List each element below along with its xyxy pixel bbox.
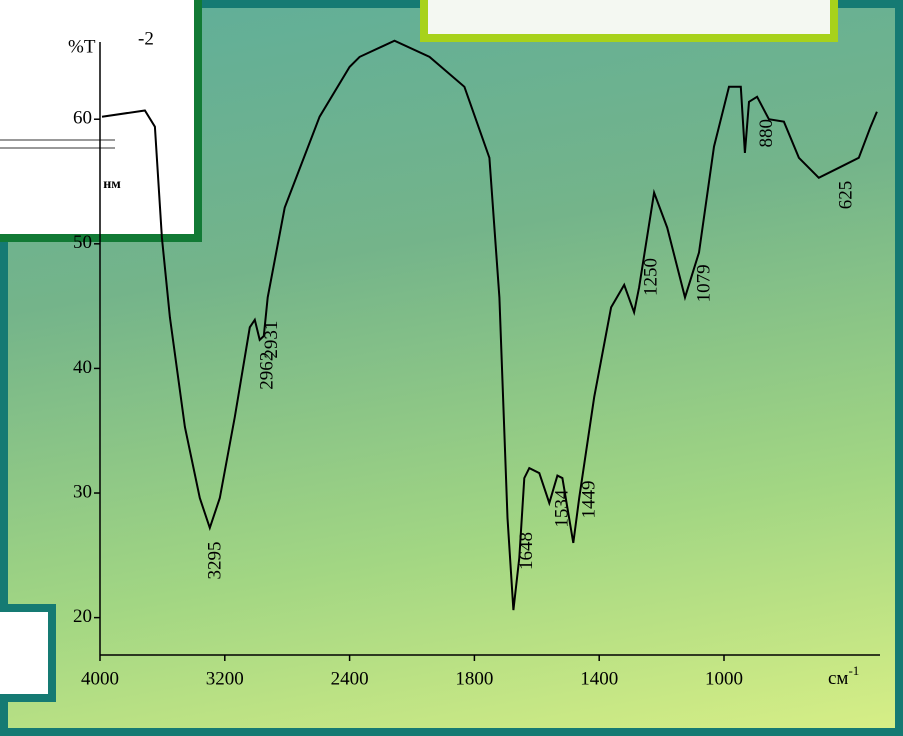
peak-label: 880 xyxy=(756,119,777,148)
peak-label: 2931 xyxy=(261,321,282,359)
y-tick-label: 20 xyxy=(73,606,92,627)
x-tick-label: 4000 xyxy=(81,668,119,689)
overlay-text: нм xyxy=(103,177,121,192)
peak-label: 3295 xyxy=(204,541,225,579)
overlay-text: -2 xyxy=(138,28,154,49)
y-tick-label: 40 xyxy=(73,357,92,378)
x-tick-label: 3200 xyxy=(206,668,244,689)
overlay-box xyxy=(420,0,838,42)
peak-label: 2962 xyxy=(256,352,277,390)
peak-label: 625 xyxy=(835,181,856,210)
x-tick-label: 1000 xyxy=(705,668,743,689)
peak-label: 1648 xyxy=(516,532,537,570)
overlay-box xyxy=(0,604,56,702)
y-tick-label: 50 xyxy=(73,232,92,253)
peak-label: 1534 xyxy=(552,489,573,528)
x-axis-label: см-1 xyxy=(828,663,859,689)
x-tick-label: 2400 xyxy=(331,668,369,689)
y-axis-label: %T xyxy=(68,36,96,57)
spectrum-line xyxy=(101,39,878,611)
y-tick-label: 30 xyxy=(73,481,92,502)
peak-label: 1079 xyxy=(694,264,715,302)
x-tick-label: 1400 xyxy=(580,668,618,689)
peak-label: 1250 xyxy=(640,258,661,296)
x-axis-label-sup: -1 xyxy=(848,663,859,678)
peak-label: 1449 xyxy=(578,480,599,518)
x-axis-label-main: см xyxy=(828,668,848,689)
y-tick-label: 60 xyxy=(73,108,92,129)
x-tick-label: 1800 xyxy=(455,668,493,689)
